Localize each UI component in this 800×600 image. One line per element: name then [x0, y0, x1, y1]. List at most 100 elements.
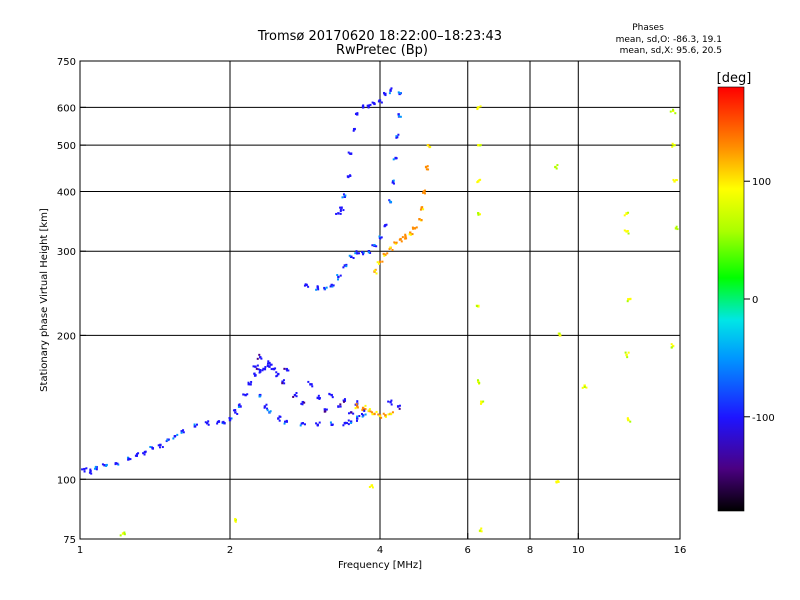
data-point-speckle [342, 399, 345, 402]
data-point-speckle [585, 386, 588, 389]
data-point-speckle [328, 393, 331, 396]
data-point-speckle [264, 366, 267, 369]
data-point [285, 367, 288, 371]
data-point-speckle [627, 351, 630, 354]
data-point [337, 275, 340, 279]
data-point-speckle [397, 91, 400, 94]
data-point [309, 383, 312, 386]
data-point-speckle [387, 413, 390, 416]
data-point [389, 400, 392, 404]
data-point-speckle [356, 112, 359, 115]
data-point-speckle [352, 257, 355, 260]
data-point-speckle [300, 402, 303, 405]
data-point [355, 252, 359, 255]
data-point-speckle [246, 393, 249, 396]
axis-ticks: 1 2 4 6 8 10 16 75 100 200 300 400 500 600 750 [57, 57, 686, 556]
data-point-speckle [371, 484, 374, 487]
data-point-speckle [398, 407, 401, 410]
colorbar-ticks: 100 0 -100 [744, 177, 775, 424]
data-point-speckle [300, 422, 303, 425]
data-point-speckle [85, 467, 88, 470]
data-point [418, 218, 421, 221]
data-point-speckle [395, 136, 398, 139]
data-point [337, 212, 340, 215]
data-point-speckle [377, 413, 380, 416]
data-point [263, 405, 267, 408]
y-tick-label: 300 [57, 247, 76, 258]
data-point-speckle [286, 369, 289, 372]
data-point [277, 372, 280, 376]
data-point-speckle [315, 288, 318, 291]
data-point [355, 405, 359, 408]
grid-lines [80, 61, 680, 539]
data-point [223, 422, 226, 425]
data-point-speckle [670, 346, 673, 349]
data-point-speckle [364, 408, 367, 411]
data-point-speckle [479, 213, 482, 216]
y-tick-label: 750 [57, 57, 76, 68]
data-point-speckle [629, 420, 632, 423]
data-point-speckle [269, 363, 272, 366]
data-point-speckle [252, 365, 255, 368]
data-point [301, 400, 305, 404]
data-point-speckle [242, 393, 245, 396]
data-point-speckle [353, 127, 356, 130]
data-point-speckle [401, 236, 404, 239]
data-point-speckle [295, 395, 298, 398]
data-point-speckle [292, 395, 295, 398]
data-point-speckle [345, 263, 348, 266]
data-point-speckle [479, 144, 482, 147]
data-point-speckle [89, 468, 92, 471]
data-point-speckle [670, 343, 673, 346]
data-point-speckle [307, 285, 310, 288]
data-point [673, 143, 676, 147]
data-point [404, 235, 407, 238]
data-point [228, 418, 232, 422]
data-point-speckle [375, 245, 378, 248]
data-point-speckle [384, 414, 387, 417]
data-point-speckle [347, 412, 350, 415]
data-point-speckle [253, 374, 256, 377]
data-point-speckle [88, 471, 91, 474]
data-point-speckle [626, 417, 629, 420]
data-point-speckle [395, 241, 398, 244]
data-point-speckle [172, 437, 175, 440]
data-point-speckle [105, 464, 108, 467]
data-point-speckle [419, 208, 422, 211]
data-point-speckle [142, 452, 145, 455]
data-point-speckle [389, 200, 392, 203]
data-point-speckle [369, 410, 372, 413]
data-point-speckle [388, 199, 391, 202]
data-point [422, 190, 426, 193]
data-point-speckle [397, 405, 400, 408]
data-point [330, 283, 333, 287]
data-point-speckle [358, 252, 361, 255]
data-point [343, 399, 347, 402]
data-point [409, 231, 412, 234]
data-point-speckle [364, 404, 367, 407]
data-point [477, 380, 480, 383]
data-point-speckle [356, 400, 359, 403]
data-point-speckle [623, 214, 626, 217]
data-point [477, 106, 480, 109]
data-point [397, 113, 400, 116]
data-point-speckle [477, 144, 480, 147]
data-point-speckle [90, 472, 93, 475]
data-point-speckle [355, 112, 358, 115]
data-point-speckle [675, 179, 678, 182]
data-point-speckle [256, 357, 259, 360]
data-point-speckle [272, 367, 275, 370]
data-point-speckle [363, 408, 366, 411]
data-point-speckle [397, 133, 400, 136]
data-point-speckle [371, 101, 374, 104]
data-point [316, 286, 319, 289]
data-point-speckle [325, 408, 328, 411]
data-point-speckle [398, 404, 401, 407]
data-point-speckle [143, 453, 146, 456]
colorbar-label: [deg] [717, 71, 752, 86]
x-tick-label: 2 [227, 545, 233, 556]
data-point-speckle [339, 403, 342, 406]
data-point-speckle [477, 212, 480, 215]
data-point-speckle [83, 470, 86, 473]
